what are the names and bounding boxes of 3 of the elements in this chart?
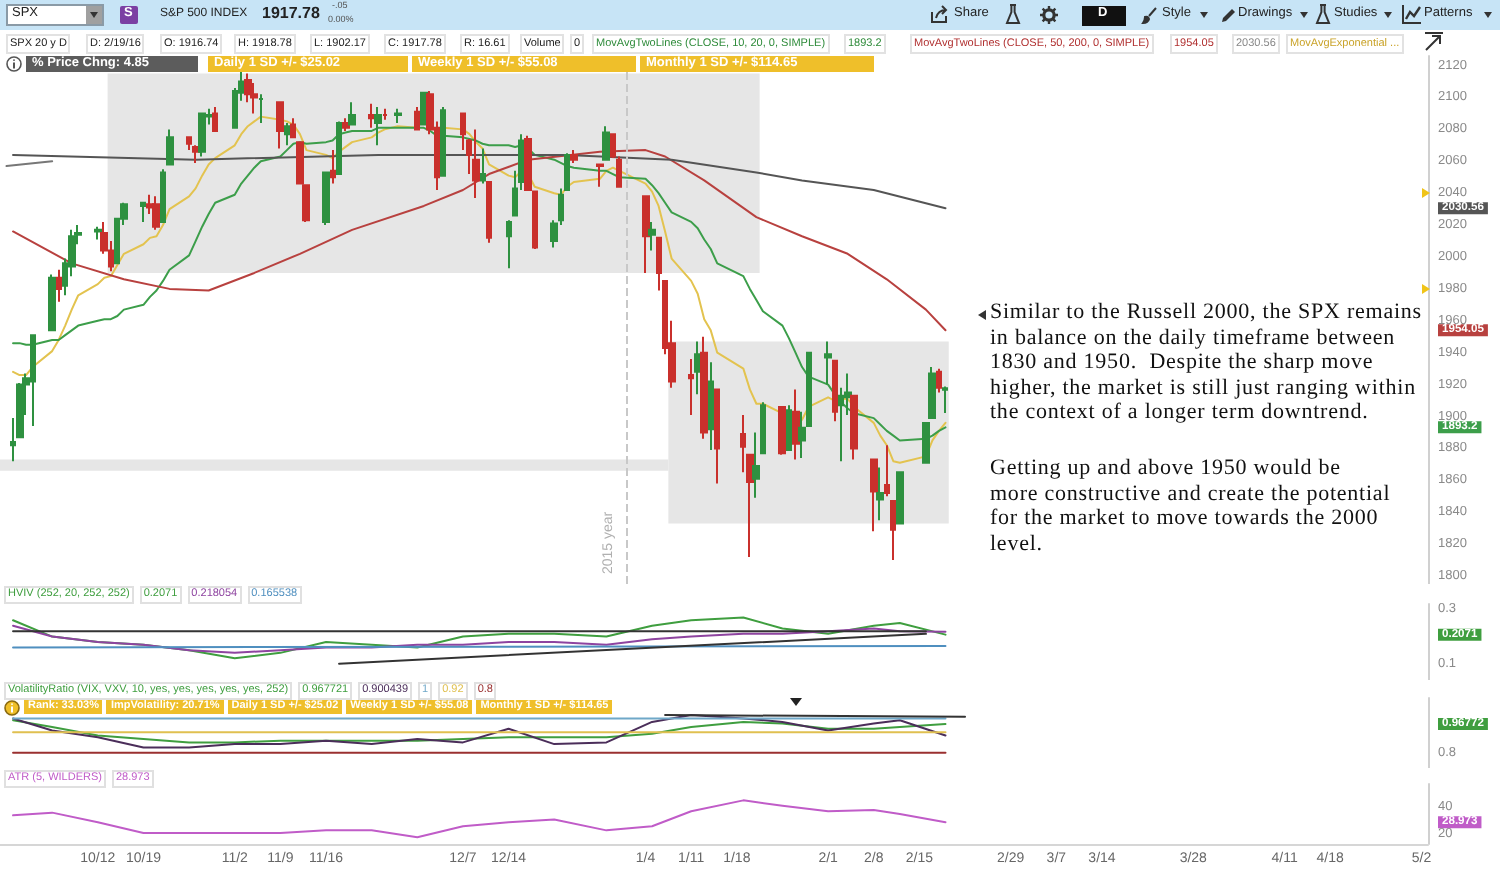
text: 1917.78 (262, 4, 320, 24)
annotation: Similar to the Russell 2000, the SPX remains in balance on the daily timeframe between 1830 and 1950. Despite the sharp move higher, the market is still just ranging within the context of a longer term downtrend. (990, 300, 1422, 425)
annotation: Getting up and above 1950 would be more constructive and create the potential for the market to move towards the 2000 level. (990, 456, 1391, 556)
